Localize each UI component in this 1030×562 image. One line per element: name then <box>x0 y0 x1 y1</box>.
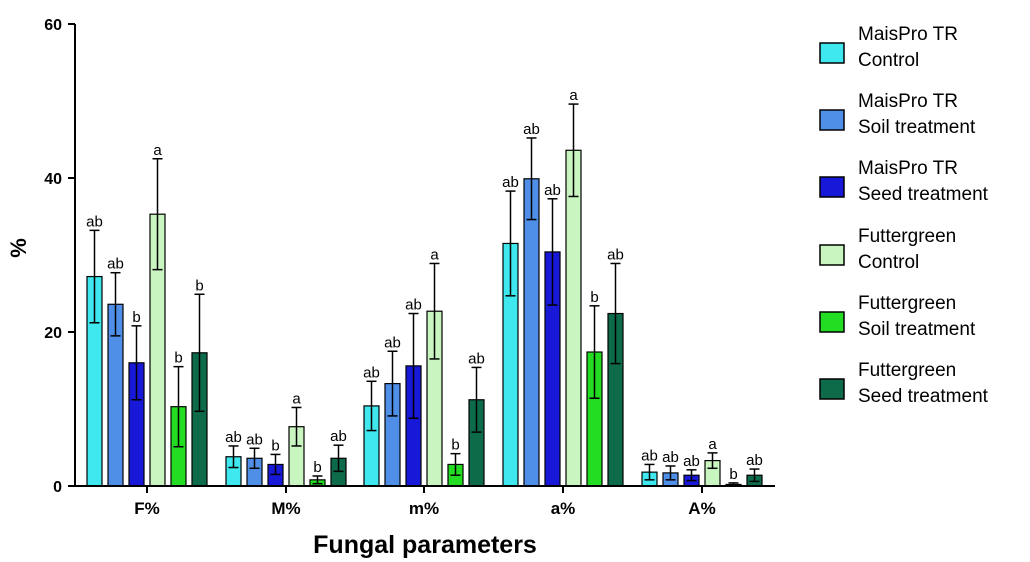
legend-swatch <box>819 176 845 198</box>
significance-label: a <box>153 142 162 159</box>
y-tick-label: 20 <box>44 325 62 342</box>
significance-label: ab <box>523 121 540 138</box>
significance-label: b <box>195 277 203 294</box>
y-tick-label: 0 <box>53 479 62 496</box>
significance-label: ab <box>641 447 658 464</box>
legend-label: MaisPro TR <box>858 158 958 179</box>
legend-label: Futtergreen <box>858 226 956 247</box>
significance-label: b <box>590 289 598 306</box>
significance-label: b <box>729 466 737 483</box>
significance-label: ab <box>363 364 380 381</box>
significance-label: b <box>132 309 140 326</box>
x-category-label: a% <box>551 499 576 518</box>
significance-label: b <box>174 350 182 367</box>
significance-label: ab <box>662 449 679 466</box>
significance-label: ab <box>246 431 263 448</box>
x-category-label: m% <box>409 499 439 518</box>
significance-label: ab <box>86 213 103 230</box>
y-axis-title: % <box>6 238 31 258</box>
legend-label: Control <box>858 252 919 273</box>
legend-item: MaisPro TR Control <box>819 24 958 71</box>
significance-label: ab <box>384 334 401 351</box>
legend-label: Futtergreen <box>858 293 956 314</box>
legend-label: MaisPro TR <box>858 24 958 45</box>
legend-label: Soil treatment <box>858 319 976 340</box>
significance-label: ab <box>746 452 763 469</box>
x-axis-title: Fungal parameters <box>313 531 537 559</box>
y-ticks-group: 0 20 40 60 <box>44 17 75 496</box>
significance-label: a <box>292 390 301 407</box>
x-category-label: M% <box>271 499 300 518</box>
x-category-label: A% <box>688 499 715 518</box>
x-categories-group: F% M% m% a% A% <box>134 486 716 518</box>
significance-label: ab <box>225 429 242 446</box>
legend-item: Futtergreen Soil treatment <box>819 293 976 340</box>
significance-label: b <box>271 437 279 454</box>
legend-swatch <box>819 378 845 400</box>
legend-item: Futtergreen Seed treatment <box>819 360 989 407</box>
significance-label: a <box>708 436 717 453</box>
legend-swatch <box>819 244 845 266</box>
x-category-label: F% <box>134 499 160 518</box>
significance-label: ab <box>544 182 561 199</box>
significance-label: ab <box>683 453 700 470</box>
significance-label: a <box>569 87 578 104</box>
legend-item: MaisPro TR Seed treatment <box>819 158 989 205</box>
significance-label: ab <box>502 174 519 191</box>
significance-label: a <box>430 246 439 263</box>
y-tick-label: 60 <box>44 17 62 34</box>
legend-item: Futtergreen Control <box>819 226 956 273</box>
legend-item: MaisPro TR Soil treatment <box>819 91 976 138</box>
legend-swatch <box>819 109 845 131</box>
y-tick-label: 40 <box>44 171 62 188</box>
legend-swatch <box>819 311 845 333</box>
significance-label: ab <box>468 350 485 367</box>
legend-swatch <box>819 42 845 64</box>
legend-label: Seed treatment <box>858 184 989 205</box>
legend-label: Futtergreen <box>858 360 956 381</box>
significance-label: b <box>313 459 321 476</box>
legend-label: Soil treatment <box>858 117 976 138</box>
legend-label: MaisPro TR <box>858 91 958 112</box>
significance-label: ab <box>107 256 124 273</box>
legend: MaisPro TR Control MaisPro TR Soil treatmen… <box>819 24 989 407</box>
bar <box>523 178 540 487</box>
significance-label: ab <box>330 428 347 445</box>
significance-label: b <box>451 437 459 454</box>
significance-label: ab <box>607 246 624 263</box>
significance-label: ab <box>405 297 422 314</box>
bar <box>565 149 582 487</box>
legend-label: Seed treatment <box>858 386 989 407</box>
legend-label: Control <box>858 50 919 71</box>
